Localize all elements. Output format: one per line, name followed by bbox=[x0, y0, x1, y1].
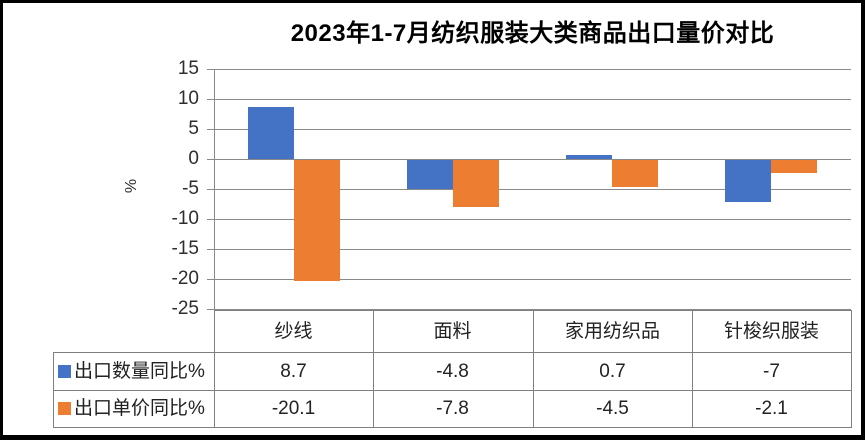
y-tick-label: 0 bbox=[188, 148, 199, 169]
bar-price-3 bbox=[771, 160, 817, 173]
bar-quantity-2 bbox=[566, 155, 612, 159]
bar-quantity-3 bbox=[725, 160, 771, 202]
table-row-label: 出口单价同比% bbox=[58, 391, 213, 427]
y-tick-label: -25 bbox=[171, 298, 199, 319]
table-column-border bbox=[533, 310, 534, 428]
chart-title: 2023年1-7月纺织服装大类商品出口量价对比 bbox=[290, 20, 775, 47]
table-value-cell: -7 bbox=[763, 361, 780, 382]
table-border-row2 bbox=[53, 390, 852, 391]
table-value-cell: 8.7 bbox=[280, 361, 307, 382]
gridline bbox=[207, 219, 851, 220]
legend-swatch bbox=[58, 402, 71, 415]
table-column-border bbox=[851, 310, 852, 428]
gridline bbox=[207, 99, 851, 100]
bar-quantity-1 bbox=[407, 160, 453, 189]
table-header-cell: 面料 bbox=[433, 321, 472, 342]
bar-price-2 bbox=[612, 160, 658, 187]
bar-price-1 bbox=[453, 160, 499, 207]
legend-label: 出口单价同比% bbox=[74, 398, 205, 419]
gridline bbox=[207, 309, 851, 310]
gridline bbox=[207, 249, 851, 250]
table-border-bottom bbox=[53, 427, 852, 428]
y-tick-label: 10 bbox=[177, 88, 199, 109]
legend-label: 出口数量同比% bbox=[74, 361, 205, 382]
gridline bbox=[207, 189, 851, 190]
legend-swatch bbox=[58, 365, 71, 378]
bar-price-0 bbox=[294, 160, 340, 281]
table-value-cell: 0.7 bbox=[599, 361, 626, 382]
table-border-row1 bbox=[53, 352, 852, 353]
table-column-border bbox=[214, 310, 215, 428]
y-tick-label: -15 bbox=[171, 238, 199, 259]
table-header-cell: 针梭织服装 bbox=[723, 321, 819, 342]
table-value-cell: -4.5 bbox=[596, 398, 629, 419]
table-header-cell: 纱线 bbox=[274, 321, 313, 342]
bar-quantity-0 bbox=[248, 107, 294, 159]
table-column-border bbox=[692, 310, 693, 428]
table-row-label: 出口数量同比% bbox=[58, 353, 213, 390]
table-header-cell: 家用纺织品 bbox=[564, 321, 660, 342]
y-tick-label: -5 bbox=[182, 178, 199, 199]
gridline bbox=[207, 279, 851, 280]
table-value-cell: -2.1 bbox=[755, 398, 788, 419]
table-value-cell: -20.1 bbox=[271, 398, 316, 419]
y-tick-label: 15 bbox=[177, 58, 199, 79]
table-column-border bbox=[373, 310, 374, 428]
table-value-cell: -7.8 bbox=[436, 398, 469, 419]
y-tick-label: -10 bbox=[171, 208, 199, 229]
y-axis-line bbox=[214, 69, 215, 310]
table-border-left bbox=[53, 352, 54, 428]
gridline bbox=[207, 159, 851, 160]
y-tick-label: -20 bbox=[171, 268, 199, 289]
gridline bbox=[207, 129, 851, 130]
table-value-cell: -4.8 bbox=[436, 361, 469, 382]
gridline bbox=[207, 69, 851, 70]
y-tick-label: 5 bbox=[188, 118, 199, 139]
